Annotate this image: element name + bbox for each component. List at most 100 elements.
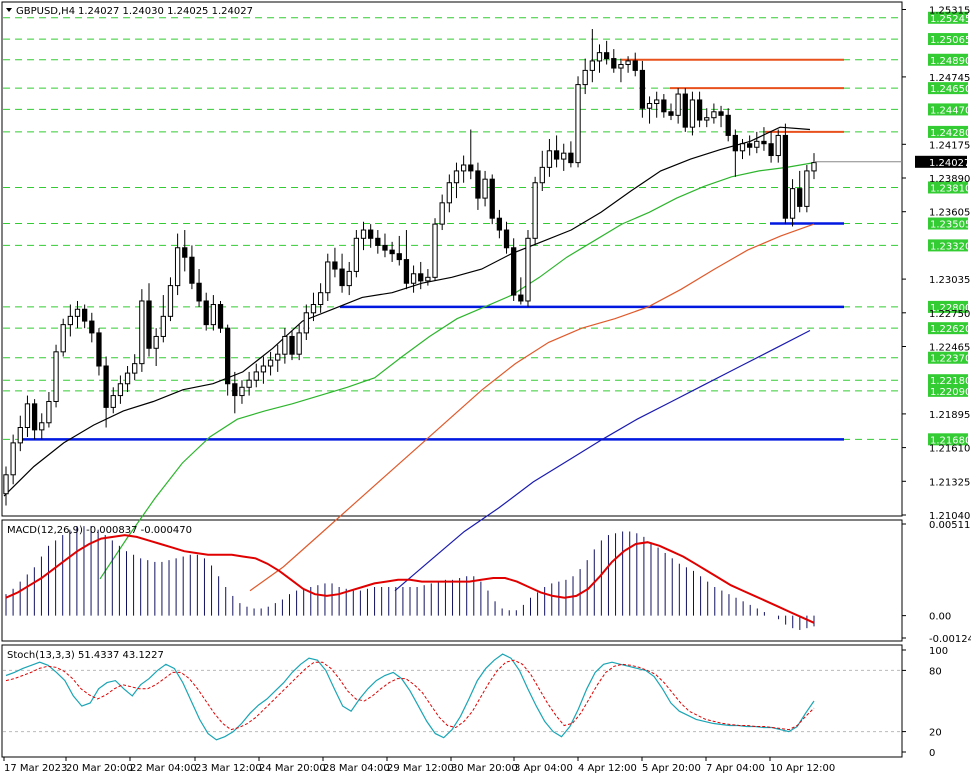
bear-candle [568,152,574,164]
price-axis: 1.25315 1.24745 1.24175 1.23890 1.23605 1.230… [902,6,970,522]
ma-mid-line [99,162,815,580]
bear-candle [403,259,410,284]
candlesticks: 1.24027 [3,29,970,506]
bull-candle [704,117,710,121]
bull-candle [317,292,324,306]
moving-averages [3,126,815,592]
time-tick-label: 3 Apr 04:00 [514,763,573,774]
time-tick-label: 7 Apr 04:00 [706,763,765,774]
bull-candle [739,143,746,152]
level-price-box [928,239,968,252]
level-price-box [928,181,968,194]
level-price-label: 1.22800 [930,303,971,314]
bull-candle [811,162,817,172]
price-tick-label: 1.21040 [929,511,970,522]
symbol-menu-icon[interactable] [6,8,12,12]
bull-candle [210,304,217,326]
level-price-box [928,433,968,446]
bear-candle [611,58,617,69]
macd-signal-line [5,534,815,624]
bear-candle [797,188,803,207]
bull-candle [53,351,59,402]
level-price-box [928,300,968,313]
bull-candle [453,170,460,184]
macd-tick-label: 0.005118 [929,520,971,531]
horizontal-levels: 1.25245 1.25065 1.24890 1.24650 1.24470 1.242… [3,11,971,446]
bear-candle [189,256,195,284]
bear-candle [375,237,381,246]
bull-candle [17,426,23,444]
level-price-label: 1.24650 [930,84,971,95]
level-price-label: 1.23810 [930,183,971,194]
bear-candle [146,300,152,349]
level-price-label: 1.24470 [930,105,971,116]
bull-candle [239,386,245,397]
price-tick-label: 1.23890 [929,174,970,185]
bear-candle [475,170,481,199]
stoch-tick-label: 100 [929,646,948,657]
price-tick-label: 1.22465 [929,343,970,354]
bull-candle [775,134,781,157]
bull-candle [410,273,417,284]
level-price-label: 1.23505 [930,220,971,231]
stoch-main-line [5,653,815,741]
bear-candle [217,304,224,329]
bear-candle [396,253,402,261]
bull-candle [132,363,138,374]
bear-candle [339,268,345,287]
bull-candle [625,60,631,65]
bear-candle [203,300,209,326]
bear-candle [511,247,517,296]
macd-tick-label: -0.001249 [929,634,971,645]
stoch-pane-frame [1,644,903,758]
level-price-label: 1.22090 [930,387,971,398]
level-price-box [928,103,968,116]
time-tick-label: 5 Apr 20:00 [642,763,701,774]
bull-candle [618,63,624,69]
bull-candle [139,300,145,365]
time-tick-label: 10 Apr 12:00 [770,763,835,774]
bull-candle [446,182,452,204]
bear-candle [196,282,202,302]
level-price-label: 1.24890 [930,56,971,67]
level-price-box [928,384,968,397]
bull-candle [582,69,588,86]
macd-label: MACD(12,26,9) -0.000837 -0.000470 [7,525,192,536]
bear-candle [761,140,767,145]
bear-candle [725,114,731,136]
bull-candle [24,403,31,428]
level-price-label: 1.22370 [930,354,971,365]
level-price-box [928,125,968,138]
bear-candle [603,52,610,60]
bull-candle [275,353,281,361]
ma-fast-line [3,126,811,497]
bear-candle [553,150,560,160]
macd-tick-label: 0.00 [929,612,951,623]
bull-candle [60,324,66,353]
bear-candle [232,383,238,397]
bear-candle [489,178,495,219]
time-tick-label: 24 Mar 20:00 [259,763,326,774]
macd-indicator: 0.005118 0.00 -0.001249 [5,520,971,645]
bull-candle [654,99,660,105]
bear-candle [182,247,188,258]
bear-candle [718,111,724,116]
bear-candle [96,332,102,367]
bull-candle [346,270,352,287]
level-price-box [928,351,968,364]
bear-candle [225,327,231,385]
bear-candle [89,320,95,334]
bull-candle [267,359,274,367]
bull-candle [253,371,259,381]
level-price-box [928,82,968,95]
bear-candle [518,294,524,302]
bull-candle [525,237,531,302]
bear-candle [103,365,109,408]
time-tick-label: 29 Mar 12:00 [387,763,454,774]
bull-candle [689,99,696,128]
ohlc-readout: 1.24027 1.24030 1.24025 1.24027 [78,6,253,17]
bear-candle [632,60,638,71]
bull-candle [532,182,538,239]
